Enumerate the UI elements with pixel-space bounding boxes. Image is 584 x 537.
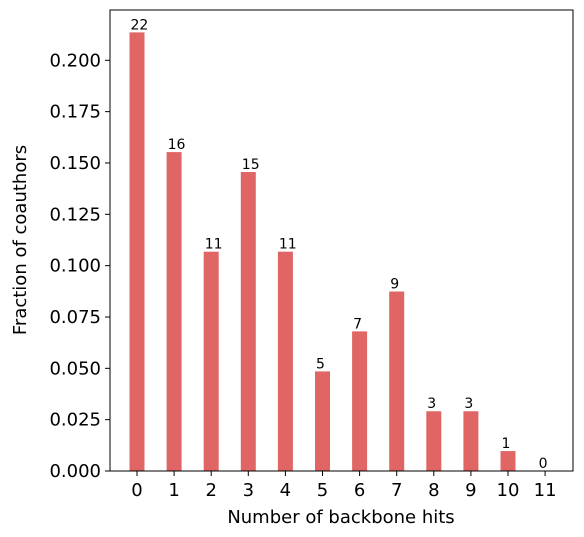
bar-10 xyxy=(500,451,516,471)
data-label-8: 3 xyxy=(427,396,436,412)
y-tick-label-7: 0.175 xyxy=(49,102,101,123)
x-tick-label-9: 9 xyxy=(465,480,476,501)
data-label-2: 11 xyxy=(205,237,223,253)
data-labels-group: 22 16 11 15 11 5 7 9 3 3 1 0 xyxy=(131,17,548,472)
bar-7 xyxy=(389,291,405,471)
bar-4 xyxy=(277,251,293,471)
data-label-9: 3 xyxy=(464,396,473,412)
y-axis: 0.000 0.025 0.050 0.075 0.100 0.125 0.150 0.175… xyxy=(49,50,110,482)
plot-background xyxy=(110,10,573,471)
data-label-0: 22 xyxy=(131,17,149,33)
y-tick-label-0: 0.000 xyxy=(49,461,101,482)
plot-frame xyxy=(109,9,574,472)
x-tick-label-1: 1 xyxy=(168,480,179,501)
x-tick-label-6: 6 xyxy=(354,480,365,501)
data-label-11: 0 xyxy=(539,456,548,472)
bar-1 xyxy=(166,152,182,472)
bar-6 xyxy=(352,331,368,471)
data-label-3: 15 xyxy=(242,157,260,173)
data-label-4: 11 xyxy=(279,237,297,253)
x-axis: 0 1 2 3 4 5 6 7 8 9 10 11 xyxy=(131,471,557,501)
y-tick-label-5: 0.125 xyxy=(49,204,101,225)
x-tick-label-11: 11 xyxy=(534,480,557,501)
x-tick-label-0: 0 xyxy=(131,480,142,501)
y-tick-label-3: 0.075 xyxy=(49,307,101,328)
bar-8 xyxy=(426,411,442,471)
x-tick-label-8: 8 xyxy=(428,480,439,501)
x-tick-label-3: 3 xyxy=(243,480,254,501)
data-label-10: 1 xyxy=(502,436,511,452)
bar-5 xyxy=(315,371,330,471)
bar-2 xyxy=(203,251,219,471)
data-label-5: 5 xyxy=(316,356,325,372)
x-axis-title: Number of backbone hits xyxy=(227,507,454,528)
x-tick-label-2: 2 xyxy=(205,480,216,501)
y-tick-label-8: 0.200 xyxy=(49,50,101,71)
x-tick-label-7: 7 xyxy=(391,480,402,501)
bars-group xyxy=(129,32,516,472)
y-tick-label-1: 0.025 xyxy=(49,410,101,431)
y-tick-label-2: 0.050 xyxy=(49,358,101,379)
bar-3 xyxy=(240,172,256,471)
x-tick-label-5: 5 xyxy=(317,480,328,501)
y-tick-label-6: 0.150 xyxy=(49,153,101,174)
bar-9 xyxy=(463,411,479,471)
y-axis-title: Fraction of coauthors xyxy=(10,145,31,335)
data-label-1: 16 xyxy=(168,137,186,153)
data-label-6: 7 xyxy=(353,316,362,332)
y-tick-label-4: 0.100 xyxy=(49,256,101,277)
bar-0 xyxy=(129,32,145,471)
x-tick-label-10: 10 xyxy=(497,480,520,501)
x-tick-label-4: 4 xyxy=(280,480,291,501)
data-label-7: 9 xyxy=(390,277,399,293)
